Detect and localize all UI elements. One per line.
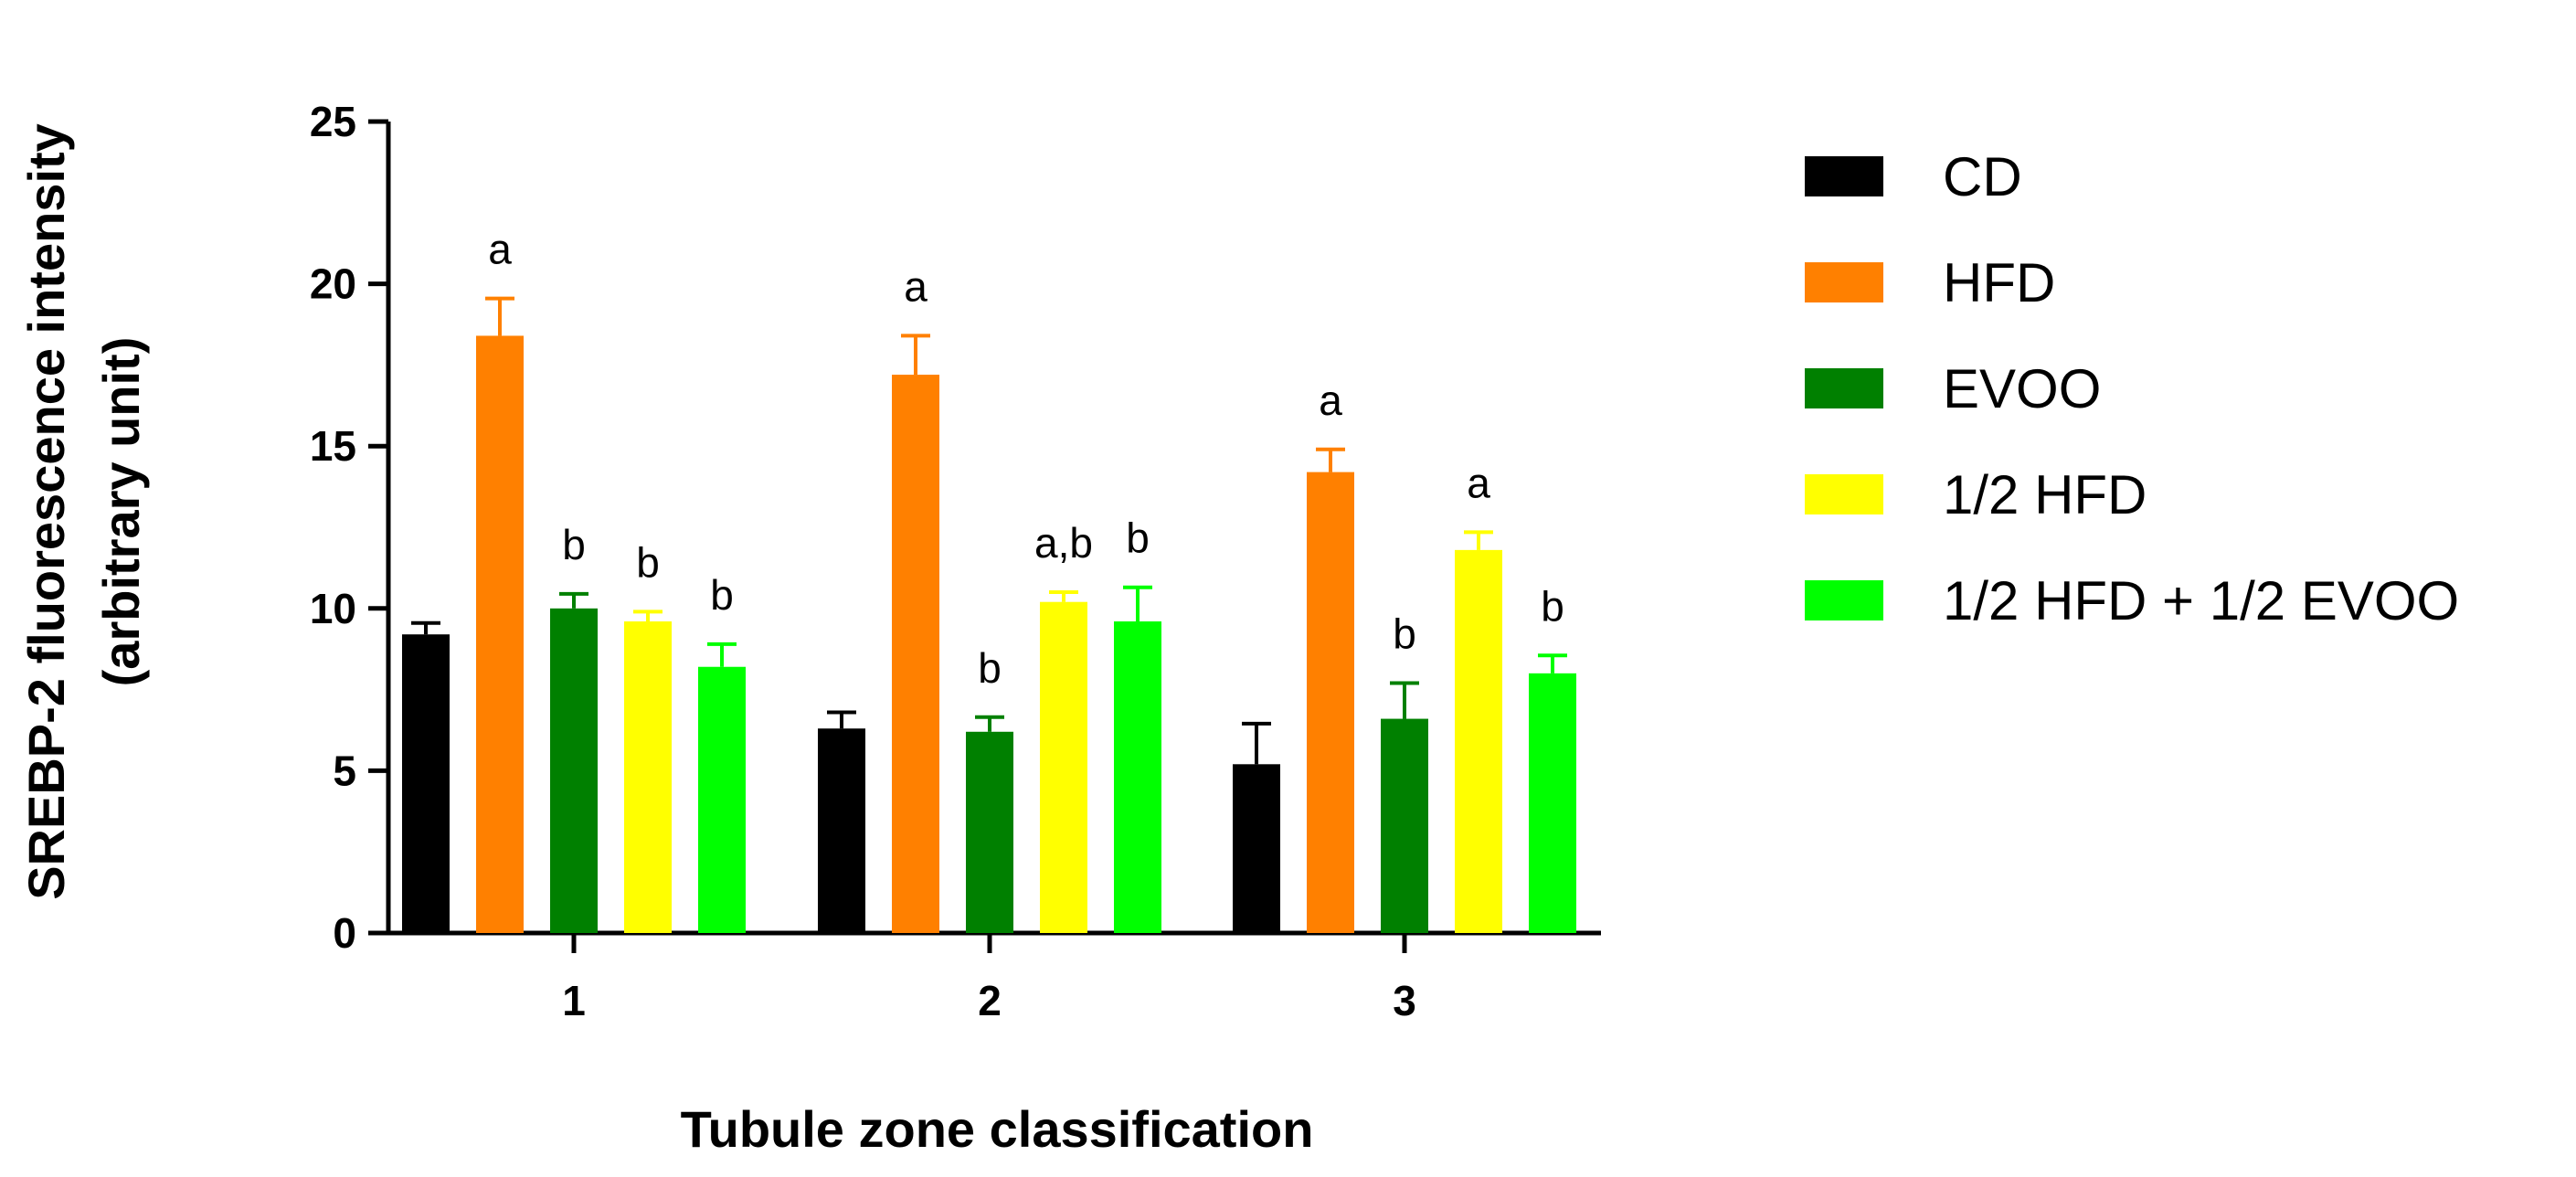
- bar: [476, 335, 524, 933]
- bar: [1114, 621, 1161, 933]
- legend: CD HFD EVOO 1/2 HFD 1/2 HFD + 1/2 EVOO: [1805, 146, 2459, 631]
- bar: [402, 634, 450, 933]
- legend-swatch: [1805, 262, 1883, 302]
- bar: [1529, 673, 1576, 933]
- legend-swatch: [1805, 580, 1883, 620]
- significance-label: a: [1467, 459, 1490, 506]
- legend-swatch: [1805, 156, 1883, 196]
- bar: [624, 621, 672, 933]
- legend-label: 1/2 HFD: [1943, 464, 2147, 525]
- bar: [1040, 601, 1087, 933]
- bar: [550, 608, 598, 933]
- significance-label: a: [1319, 376, 1342, 424]
- significance-label: a: [904, 262, 928, 310]
- legend-label: CD: [1943, 146, 2022, 207]
- bar: [698, 666, 746, 933]
- x-axis-title: Tubule zone classification: [681, 1100, 1314, 1158]
- legend-label: HFD: [1943, 252, 2055, 313]
- significance-label: b: [1126, 514, 1150, 562]
- plot-area: 0 5 10 15 20 25 1 2 3 a a a b b b b a,b a b b b: [310, 98, 1601, 1024]
- y-tick-label: 15: [310, 422, 356, 470]
- bar: [1381, 718, 1428, 933]
- bar: [892, 375, 939, 933]
- legend-swatch: [1805, 474, 1883, 514]
- y-tick-label: 5: [333, 747, 356, 794]
- y-tick-label: 25: [310, 98, 356, 145]
- x-tick-label: 2: [978, 977, 1002, 1024]
- bar: [1307, 472, 1354, 933]
- significance-label: b: [562, 521, 586, 568]
- significance-label: a: [488, 226, 512, 273]
- significance-label: b: [1393, 610, 1416, 657]
- bar: [1455, 549, 1502, 933]
- x-tick-label: 1: [562, 977, 586, 1024]
- significance-label: b: [710, 571, 734, 619]
- bar: [966, 731, 1013, 933]
- legend-swatch: [1805, 368, 1883, 408]
- y-axis-title-line-2: (arbitrary unit): [92, 337, 150, 687]
- y-axis-title-line-1: SREBP-2 fluorescence intensity: [17, 123, 75, 900]
- legend-label: EVOO: [1943, 358, 2101, 419]
- significance-label: b: [978, 644, 1002, 692]
- bar: [1233, 764, 1280, 933]
- legend-label: 1/2 HFD + 1/2 EVOO: [1943, 570, 2459, 631]
- significance-label: a,b: [1034, 519, 1093, 567]
- bar: [818, 728, 865, 933]
- y-tick-label: 0: [333, 909, 356, 957]
- y-tick-label: 10: [310, 585, 356, 632]
- y-tick-label: 20: [310, 260, 356, 308]
- y-axis-title: SREBP-2 fluorescence intensity (arbitrar…: [17, 123, 150, 900]
- significance-label: b: [636, 538, 660, 586]
- significance-label: b: [1541, 582, 1564, 630]
- x-tick-label: 3: [1393, 977, 1416, 1024]
